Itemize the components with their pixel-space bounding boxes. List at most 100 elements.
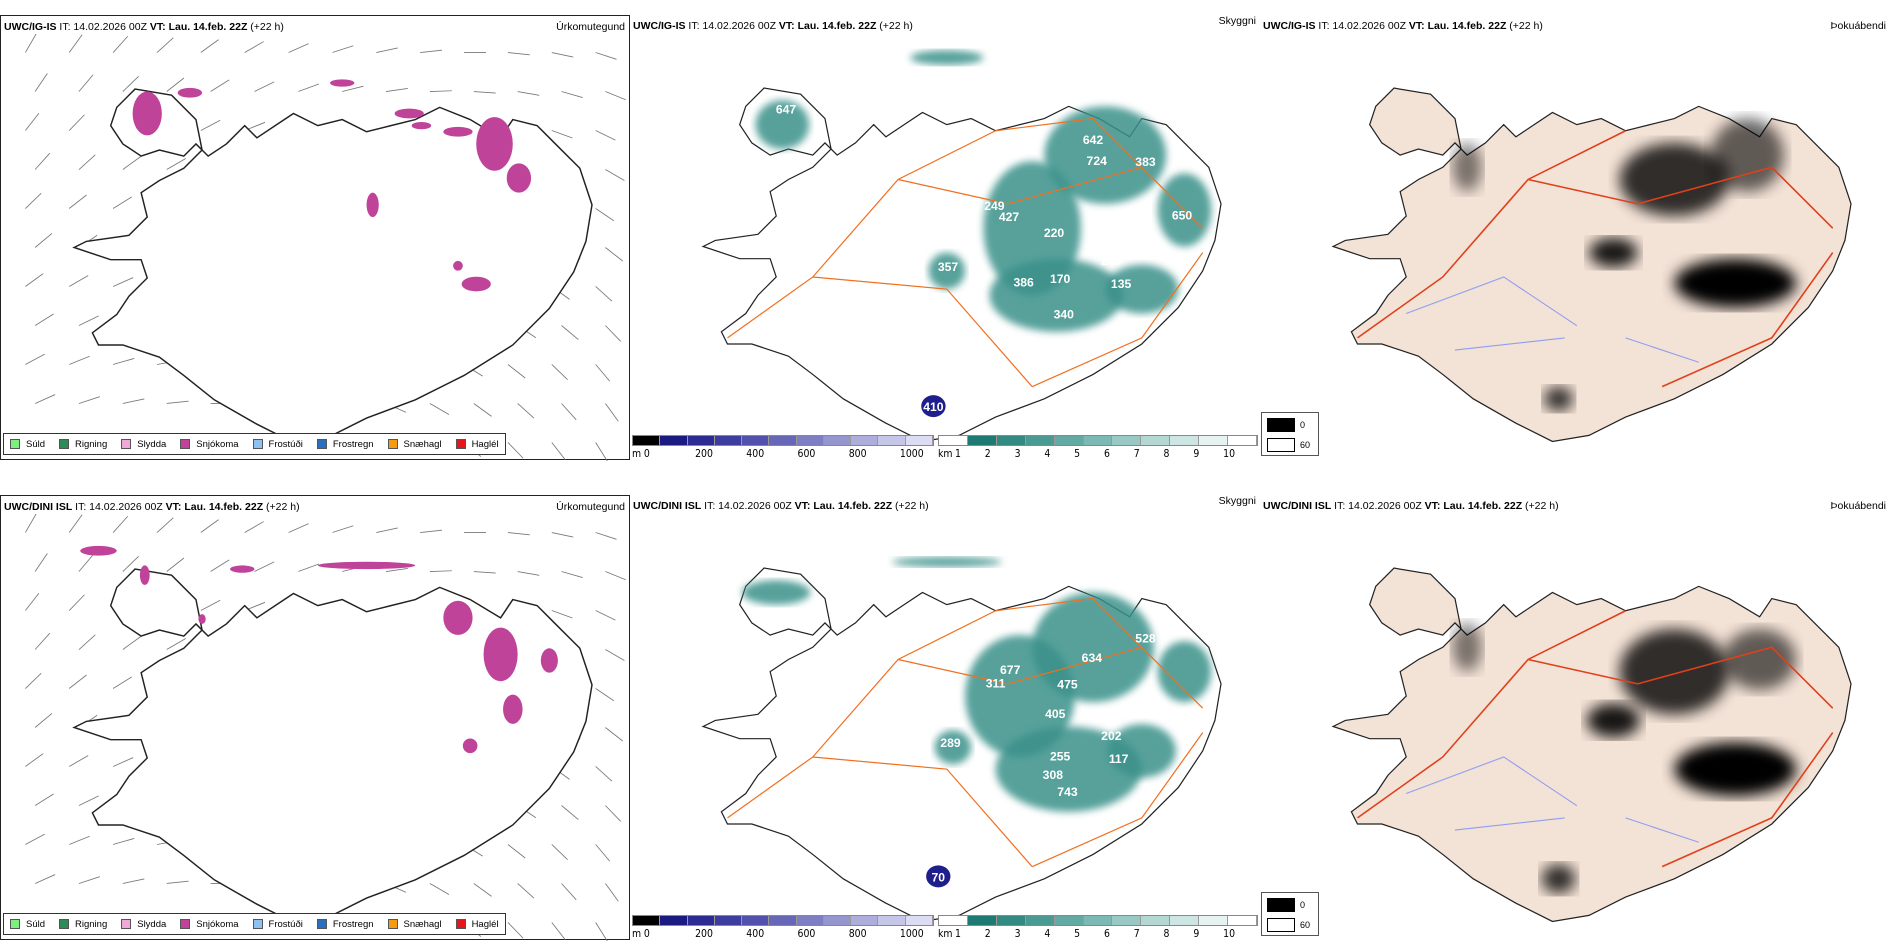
fog-legend-label: 60 [1300, 440, 1311, 450]
colorbar-tick: 7 [1133, 447, 1140, 460]
colorbar-tick: 1 [955, 447, 961, 460]
wind-barb [68, 194, 87, 209]
colorbar-tick: 3 [1014, 447, 1021, 460]
wind-barb [78, 634, 96, 650]
wind-barb [200, 519, 219, 533]
legend-swatch [455, 439, 466, 449]
wind-barb [112, 515, 129, 533]
wind-barb [595, 766, 613, 782]
wind-barb [595, 364, 611, 382]
colorbar-tick: 4 [1044, 927, 1051, 940]
wind-barb [473, 91, 496, 94]
legend-item: Haglél [455, 439, 499, 450]
wind-barb [595, 688, 615, 702]
wind-barb [68, 514, 83, 533]
wind-barb [517, 883, 535, 899]
low-visibility-area [928, 252, 966, 290]
legend-swatch [316, 439, 327, 449]
legend-swatch [387, 439, 398, 449]
legend-label: Snjókoma [196, 918, 239, 930]
fog-area [1674, 258, 1797, 308]
wind-barb [254, 561, 275, 572]
wind-barb [605, 805, 621, 822]
wind-barb [517, 571, 540, 576]
precip-type-map [25, 34, 626, 461]
snow-area [330, 79, 355, 87]
low-visibility-area [995, 726, 1142, 812]
colorbar-segment [823, 436, 852, 445]
stream-lines [1406, 276, 1699, 363]
legend-label: Slydda [137, 918, 167, 930]
visibility-label: 249 [1101, 254, 1122, 268]
wind-barb [595, 52, 617, 60]
visibility-label: 647 [776, 103, 797, 117]
wind-barb [25, 592, 40, 611]
model-name: UWC/IG-IS [1263, 20, 1316, 32]
snow-area [80, 545, 117, 556]
wind-barb [166, 77, 185, 92]
wind-barb [420, 49, 443, 53]
wind-barb [112, 676, 132, 689]
low-visibility-area [1105, 264, 1179, 314]
model-name: UWC/DINI ISL [4, 501, 73, 513]
colorbar-segment [1083, 436, 1113, 445]
fog-area [1710, 118, 1784, 192]
visibility-panel: UWC/DINI ISL IT: 14.02.2026 00Z VT: Lau.… [630, 495, 1260, 940]
wind-barb [429, 883, 450, 895]
legend-label: Snæhagl [403, 918, 442, 930]
colorbar-tick: 1000 [899, 447, 924, 460]
colorbar-segment [1141, 436, 1171, 445]
colorbar-tick: 3 [1014, 927, 1021, 940]
wind-barb [112, 838, 135, 845]
colorbar-tick: 400 [746, 927, 765, 940]
precip-type-panel: UWC/DINI ISL IT: 14.02.2026 00Z VT: Lau.… [0, 495, 630, 941]
model-name: UWC/IG-IS [4, 21, 57, 33]
colorbar-segment [742, 436, 770, 445]
wind-barb [561, 571, 583, 578]
colorbar-segment [1141, 916, 1171, 925]
legend-item: Haglél [455, 919, 499, 930]
colorbar-tick: 200 [695, 447, 713, 460]
visibility-label: 202 [1101, 729, 1122, 743]
wind-barb [605, 91, 626, 101]
wind-barb [605, 727, 623, 742]
wind-barb [473, 403, 492, 417]
colorbar-segment [905, 436, 933, 445]
colorbar-unit: km [938, 927, 953, 940]
lead-time: (+22 h) [895, 500, 929, 512]
wind-barb [561, 403, 577, 421]
wind-barb [551, 52, 574, 58]
wind-barb [78, 554, 94, 572]
colorbar-tick: 2 [984, 927, 991, 940]
wind-barb [122, 156, 141, 170]
valid-time: VT: Lau. 14.feb. 22Z [165, 501, 264, 513]
colorbar-tick: 5 [1074, 447, 1081, 460]
wind-barb [68, 674, 87, 689]
wind-barb [78, 876, 100, 884]
snow-area [443, 600, 473, 635]
snow-area [317, 561, 416, 570]
colorbar-segment [660, 436, 688, 445]
visibility-label: 289 [940, 736, 961, 750]
wind-barb [605, 571, 626, 581]
wind-barb [166, 400, 189, 404]
wind-barb [386, 568, 408, 572]
colorbar-segment [967, 436, 997, 445]
low-visibility-area [1044, 106, 1167, 204]
legend-swatch [455, 919, 466, 929]
wind-barb [605, 649, 625, 661]
colorbar-tick: 400 [746, 447, 765, 460]
stream-lines [1406, 756, 1699, 843]
wind-barb [78, 154, 96, 170]
lead-time: (+22 h) [266, 501, 300, 513]
low-visibility-area [755, 100, 810, 150]
legend-item: Rigning [59, 919, 107, 930]
wind-barb [420, 529, 443, 533]
fog-indicator-map [1332, 87, 1852, 443]
snow-area [394, 108, 424, 119]
fog-indicator-panel: UWC/IG-IS IT: 14.02.2026 00Z VT: Lau. 14… [1260, 15, 1890, 460]
fog-legend-label: 0 [1300, 900, 1306, 910]
wind-barb [595, 844, 611, 862]
colorbar-segment [1054, 436, 1084, 445]
visibility-label: 308 [1043, 768, 1064, 782]
